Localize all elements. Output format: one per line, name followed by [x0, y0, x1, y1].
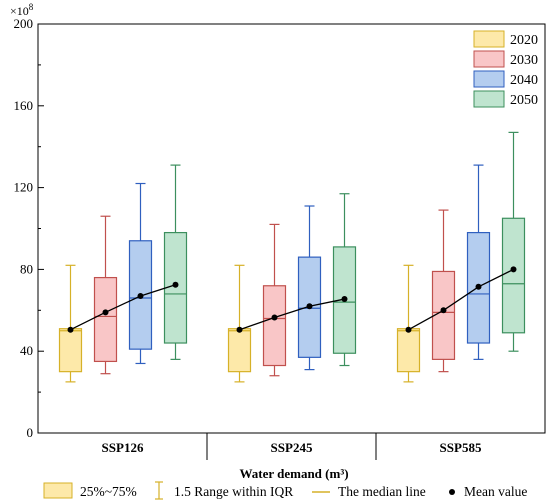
box-2020 [58, 328, 83, 373]
legend-mean-label: Mean value [464, 484, 527, 499]
legend-swatch-2020 [473, 30, 505, 48]
mean-line [408, 268, 514, 331]
y-tick-label: 0 [27, 425, 34, 440]
mean-line [239, 298, 345, 331]
mean-point [405, 326, 412, 333]
legend-whisker-label: 1.5 Range within IQR [174, 484, 293, 499]
y-tick-label: 200 [14, 16, 34, 31]
mean-point [440, 307, 447, 314]
mean-point [137, 292, 144, 299]
y-tick-label: 160 [14, 98, 34, 113]
mean-point [172, 281, 179, 288]
mean-point [341, 296, 348, 303]
legend-box-label: 25%~75% [80, 484, 137, 499]
y-scale-label: ×108 [10, 2, 34, 18]
group-label: SSP126 [102, 440, 144, 455]
legend-swatch-2040 [473, 70, 505, 88]
plot-frame [37, 23, 546, 434]
mean-point [271, 314, 278, 321]
group-label: SSP585 [440, 440, 482, 455]
legend-median-label: The median line [338, 484, 426, 499]
box-2030 [262, 285, 287, 367]
legend-label-2040: 2040 [510, 73, 538, 88]
box-2030 [431, 270, 456, 360]
mean-point [306, 303, 313, 310]
box-2020 [396, 328, 421, 373]
box-2050 [501, 217, 526, 334]
mean-point-icon [449, 489, 455, 495]
x-axis-title: Water demand (m³) [239, 466, 348, 481]
group-label: SSP245 [271, 440, 313, 455]
legend-label-2030: 2030 [510, 53, 538, 68]
mean-point [67, 326, 74, 333]
mean-point [510, 266, 517, 273]
legend-label-2020: 2020 [510, 33, 538, 48]
mean-point [475, 283, 482, 290]
mean-line [70, 284, 176, 331]
y-scale-exponent: 8 [29, 2, 34, 12]
y-tick-label: 40 [20, 343, 33, 358]
legend-swatch-2050 [473, 90, 505, 108]
box-2020 [227, 328, 252, 373]
box-2030 [93, 276, 118, 363]
mean-point [102, 309, 109, 316]
legend-box-icon [43, 482, 73, 499]
mean-point [236, 326, 243, 333]
legend-swatch-2030 [473, 50, 505, 68]
legend-label-2050: 2050 [510, 93, 538, 108]
y-tick-label: 80 [20, 261, 33, 276]
y-tick-label: 120 [14, 180, 34, 195]
